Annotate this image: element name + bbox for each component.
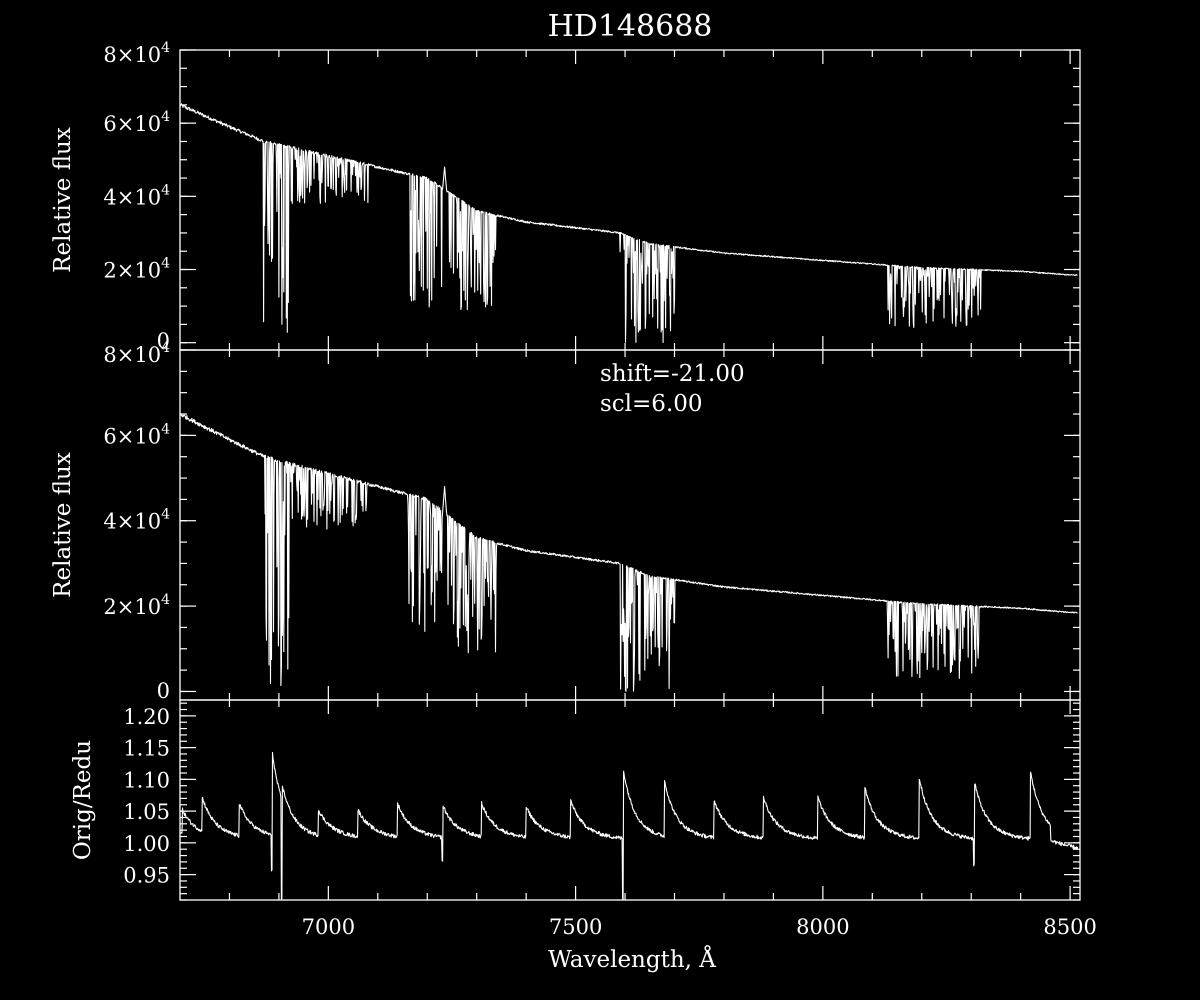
flux-series-line	[179, 413, 1078, 692]
y-axis-label: Relative flux	[50, 452, 76, 598]
y-tick-label: 0.95	[123, 864, 170, 888]
middle-flux-panel: 0 2×104 4×104 6×104 8×104 Relative flux shift=…	[50, 340, 1081, 703]
ratio-series-line	[179, 751, 1079, 900]
y-tick-label: 0	[157, 679, 170, 703]
top-flux-panel: 0 2×104 4×104 6×104 8×104 Relative flux	[50, 40, 1081, 353]
ratio-panel: 0.95 1.00 1.05 1.10 1.15 1.20 7000 7500 8000 8500…	[70, 699, 1097, 973]
y-tick-label: 1.05	[123, 800, 170, 824]
x-tick-label: 8000	[796, 915, 849, 939]
panel-frame	[179, 699, 1081, 901]
y-tick-label: 0	[157, 329, 170, 353]
y-tick-label: 1.10	[123, 768, 170, 792]
y-tick-label: 1.00	[123, 832, 170, 856]
y-tick-label: 4×104	[103, 507, 170, 534]
y-tick-label: 1.20	[123, 705, 170, 729]
y-axis-label: Relative flux	[50, 127, 76, 273]
flux-series-line	[179, 103, 1078, 344]
panel-frame	[179, 49, 1081, 351]
y-tick-label: 2×104	[103, 256, 170, 283]
y-tick-label: 6×104	[103, 109, 170, 136]
x-tick-label: 7000	[302, 915, 355, 939]
y-tick-label: 2×104	[103, 592, 170, 619]
x-axis-label: Wavelength, Å	[548, 945, 716, 973]
x-tick-label: 8500	[1043, 915, 1096, 939]
y-tick-label: 6×104	[103, 421, 170, 448]
y-tick-label: 4×104	[103, 182, 170, 209]
y-axis-label: Orig/Redu	[70, 740, 96, 860]
y-tick-label: 8×104	[103, 40, 170, 67]
annotation-text: shift=-21.00	[600, 361, 745, 387]
x-tick-label: 7500	[549, 915, 602, 939]
y-tick-label: 8×104	[103, 340, 170, 367]
y-tick-label: 1.15	[123, 737, 170, 761]
chart-title: HD148688	[548, 9, 713, 44]
annotation-text: scl=6.00	[600, 391, 703, 417]
